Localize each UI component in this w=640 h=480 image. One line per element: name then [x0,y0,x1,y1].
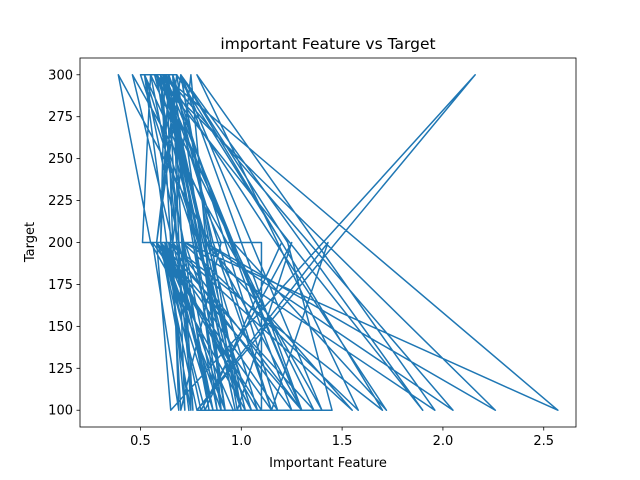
y-tick-label: 125 [48,362,73,377]
y-tick-label: 150 [48,320,73,335]
y-tick-label: 250 [48,152,73,167]
y-axis-label: Target [23,222,38,263]
series-line-0 [117,74,559,412]
x-tick-label: 0.5 [130,434,151,449]
x-tick-label: 1.5 [332,434,353,449]
x-tick-label: 1.0 [231,434,252,449]
x-tick-label: 2.5 [533,434,554,449]
axis-ticks: 0.5 1.0 1.5 2.0 2.5 100 125 150 175 200 225 250 275 3… [48,68,554,449]
y-tick-label: 175 [48,278,73,293]
x-axis-label: Important Feature [269,456,387,471]
y-tick-label: 300 [48,68,73,83]
y-tick-label: 100 [48,404,73,419]
chart-title: important Feature vs Target [220,35,435,53]
y-tick-label: 200 [48,236,73,251]
y-tick-label: 275 [48,110,73,125]
y-tick-label: 225 [48,194,73,209]
x-tick-label: 2.0 [433,434,454,449]
